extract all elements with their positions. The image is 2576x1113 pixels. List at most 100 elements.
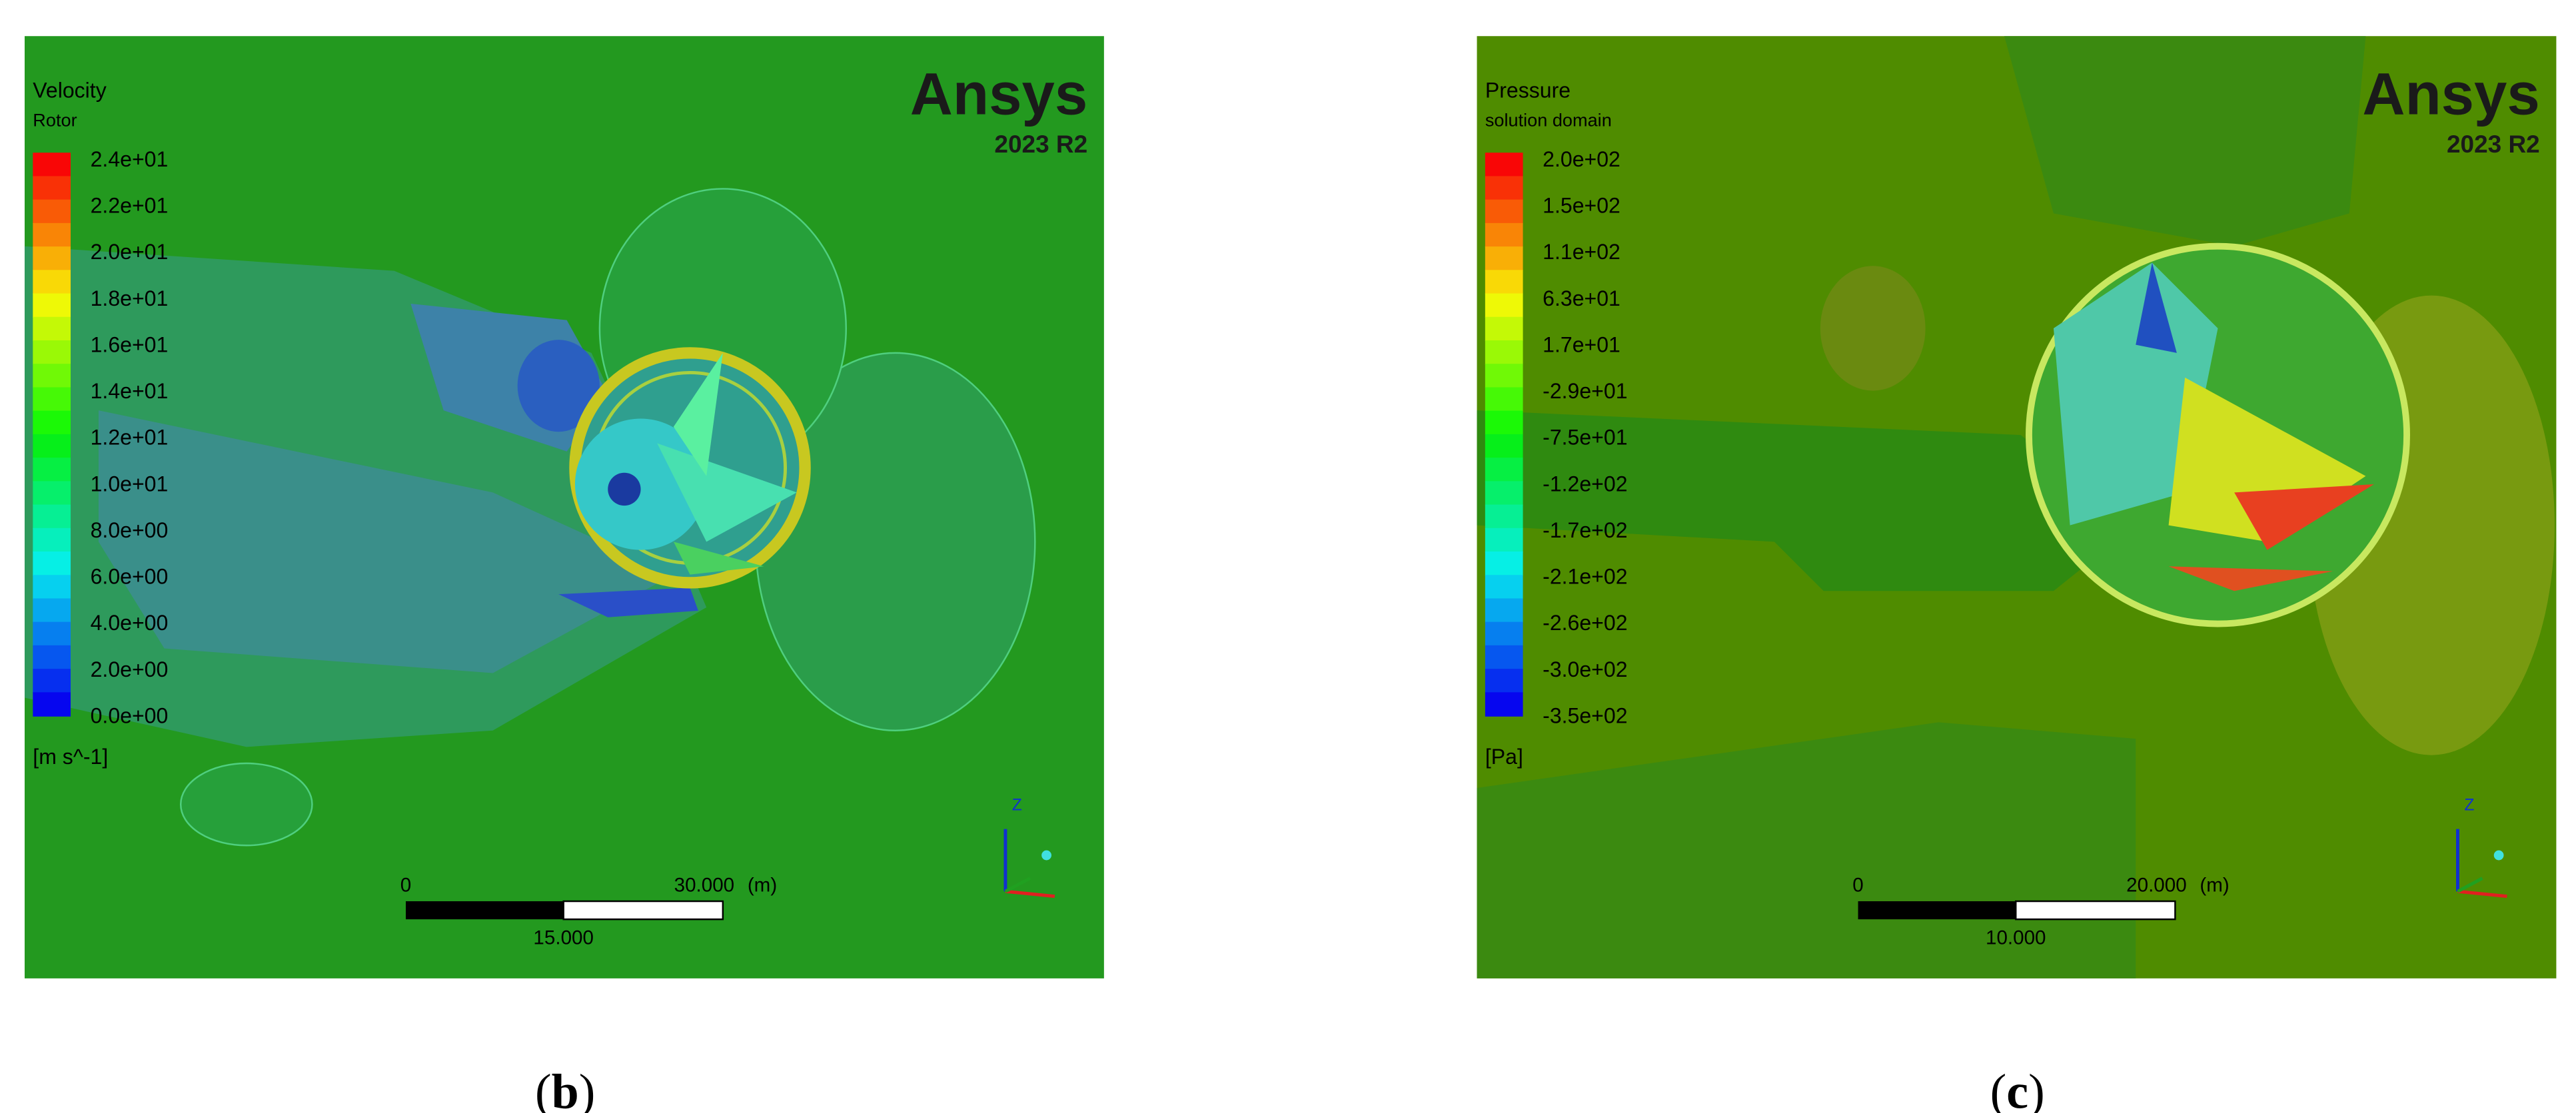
colorbar-label: 1.5e+02 [1543,194,1620,218]
colorbar-label: 1.4e+01 [91,379,169,403]
colorbar-label: -7.5e+01 [1543,426,1627,450]
colorbar-label: -1.2e+02 [1543,472,1627,496]
colorbar-band [33,645,71,670]
colorbar-label: -3.0e+02 [1543,657,1627,681]
colorbar-label: 1.1e+02 [1543,240,1620,264]
triad-x-axis [2457,889,2507,899]
colorbar-label: -2.6e+02 [1543,611,1627,635]
colorbar-band [1485,387,1523,412]
scale-unit: (m) [2200,875,2229,897]
colorbar-label: 2.4e+01 [91,147,169,171]
scale-start: 0 [1852,875,1863,897]
triad-dot [2493,850,2504,861]
colorbar-label: -1.7e+02 [1543,518,1627,542]
caption-part: b [552,1064,579,1113]
legend-subtitle: Rotor [33,110,77,131]
caption-part: ) [2028,1064,2045,1113]
scale-end: 30.000 [674,875,734,897]
colorbar-label: 1.2e+01 [91,426,169,450]
colorbar-band [1485,458,1523,482]
colorbar-band [33,458,71,482]
colorbar-band [1485,528,1523,553]
colorbar-label: -3.5e+02 [1543,704,1627,728]
colorbar-band [1485,364,1523,388]
colorbar-label: 4.0e+00 [91,611,169,635]
colorbar-band [33,340,71,365]
colorbar-band [33,504,71,530]
colorbar-band [33,552,71,576]
colorbar-label: 1.8e+01 [91,286,169,310]
logo-name: Ansys [910,61,1087,127]
caption: (b) [535,1064,595,1113]
colorbar-label: 1.7e+01 [1543,333,1620,357]
scale-end: 20.000 [2126,875,2186,897]
colorbar-label: 2.0e+02 [1543,147,1620,171]
colorbar-band [1485,176,1523,200]
colorbar-band [33,176,71,200]
caption-part: c [2006,1064,2028,1113]
colorbar-band [33,199,71,224]
colorbar-band [1485,199,1523,224]
legend-subtitle: solution domain [1485,110,1612,131]
colorbar-band [1485,340,1523,365]
caption-part: ( [1990,1064,2007,1113]
colorbar-label: 2.0e+01 [91,240,169,264]
colorbar-band [1485,575,1523,599]
colorbar-band [33,434,71,459]
scale-middle: 15.000 [533,927,593,949]
caption-part: ) [579,1064,596,1113]
logo-version: 2023 R2 [994,131,1087,158]
colorbar-label: 6.0e+00 [91,565,169,589]
colorbar-band [33,153,71,177]
triad-dot [1041,850,1051,861]
colorbar-band [1485,692,1523,717]
colorbar-band [1485,153,1523,177]
colorbar-band [33,293,71,318]
colorbar-band [1485,316,1523,342]
colorbar-label: 2.0e+00 [91,657,169,681]
triad-x-axis [1005,889,1055,899]
legend-title: Pressure [1485,78,1571,102]
scale-bar-white [2015,900,2176,921]
colorbar-band [33,481,71,506]
colorbar-band [1485,645,1523,670]
caption: (c) [1990,1064,2045,1113]
triad-y-axis [2457,877,2483,893]
colorbar-band [33,222,71,248]
colorbar-band [33,692,71,717]
colorbar-label: 2.2e+01 [91,194,169,218]
legend-unit: [m s^-1] [33,745,108,769]
colorbar-band [1485,481,1523,506]
colorbar-band [1485,246,1523,271]
colorbar-band [33,598,71,623]
colorbar-label: 6.3e+01 [1543,286,1620,310]
scale-bar-black [1858,901,2016,920]
legend-unit: [Pa] [1485,745,1523,769]
scale-unit: (m) [748,875,777,897]
colorbar-band [33,575,71,599]
colorbar-band [1485,598,1523,623]
colorbar-label: 1.6e+01 [91,333,169,357]
scale-bar-black [405,901,564,920]
caption-part: ( [535,1064,552,1113]
colorbar-band [1485,270,1523,294]
triad-z-label: Z [2464,797,2474,815]
colorbar-band [1485,434,1523,459]
scale-bar-white [562,900,724,921]
scale-middle: 10.000 [1986,927,2046,949]
colorbar-band [33,528,71,553]
triad-y-axis [1004,877,1031,893]
colorbar-label: -2.1e+02 [1543,565,1627,589]
velocity-field [24,36,1104,978]
colorbar-band [33,410,71,436]
colorbar-band [33,669,71,693]
scale-start: 0 [400,875,411,897]
colorbar-band [33,316,71,342]
colorbar-band [1485,293,1523,318]
logo-version: 2023 R2 [2447,131,2540,158]
colorbar-band [1485,410,1523,436]
colorbar-band [1485,504,1523,530]
triad-z-label: Z [1012,797,1022,815]
